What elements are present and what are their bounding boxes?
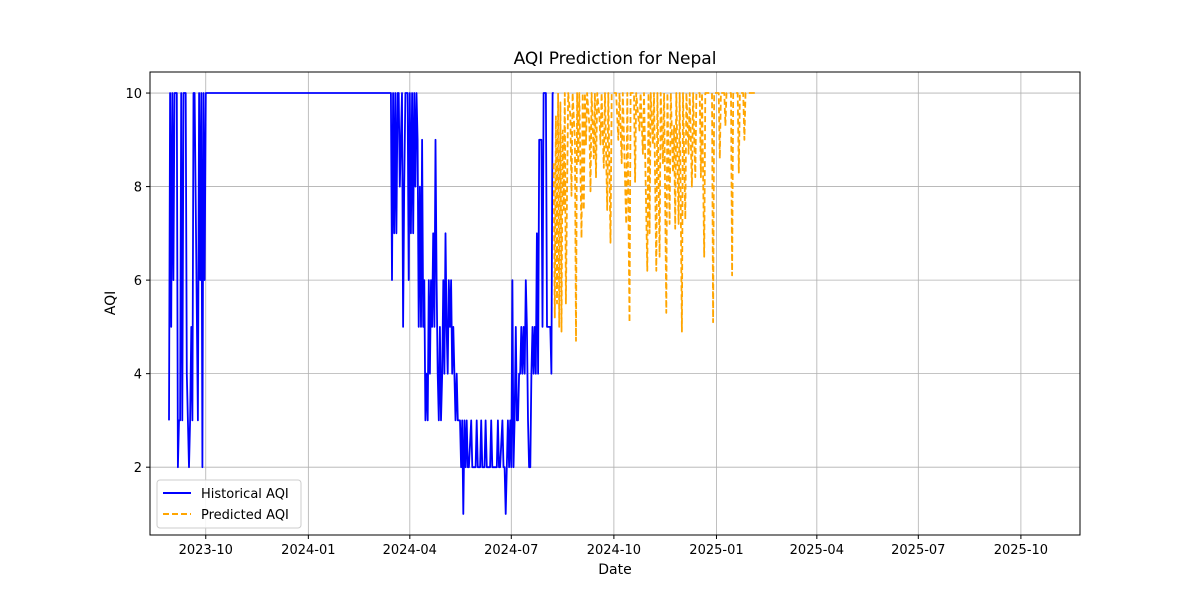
- y-tick-label: 10: [125, 87, 142, 102]
- chart-title: AQI Prediction for Nepal: [514, 49, 717, 69]
- series-line-predicted: [552, 92, 756, 342]
- x-tick-label: 2025-10: [994, 543, 1048, 558]
- x-tick-label: 2025-07: [891, 543, 945, 558]
- x-tick-label: 2024-10: [587, 543, 641, 558]
- x-tick-label: 2024-07: [484, 543, 538, 558]
- legend-label-historical: Historical AQI: [201, 487, 289, 502]
- y-tick-label: 2: [134, 461, 142, 476]
- x-tick-label: 2024-01: [281, 543, 335, 558]
- y-tick-label: 8: [134, 181, 142, 196]
- series-layer: [168, 92, 756, 515]
- series-line-historical: [168, 92, 554, 515]
- y-axis-ticks: 2 4 6 8 10: [125, 87, 150, 476]
- x-tick-label: 2023-10: [179, 543, 233, 558]
- x-tick-label: 2025-01: [689, 543, 743, 558]
- legend-label-predicted: Predicted AQI: [201, 508, 289, 523]
- legend: Historical AQI Predicted AQI: [156, 479, 302, 529]
- x-axis-ticks: 2023-10 2024-01 2024-04 2024-07 2024-10 2025-…: [179, 535, 1048, 558]
- y-tick-label: 4: [134, 368, 142, 383]
- y-tick-label: 6: [134, 274, 142, 289]
- x-tick-label: 2024-04: [383, 543, 437, 558]
- x-tick-label: 2025-04: [790, 543, 844, 558]
- y-axis-title: AQI: [103, 291, 119, 315]
- legend-box: [156, 479, 302, 529]
- plot-frame: [149, 71, 1081, 536]
- x-axis-title: Date: [598, 562, 631, 578]
